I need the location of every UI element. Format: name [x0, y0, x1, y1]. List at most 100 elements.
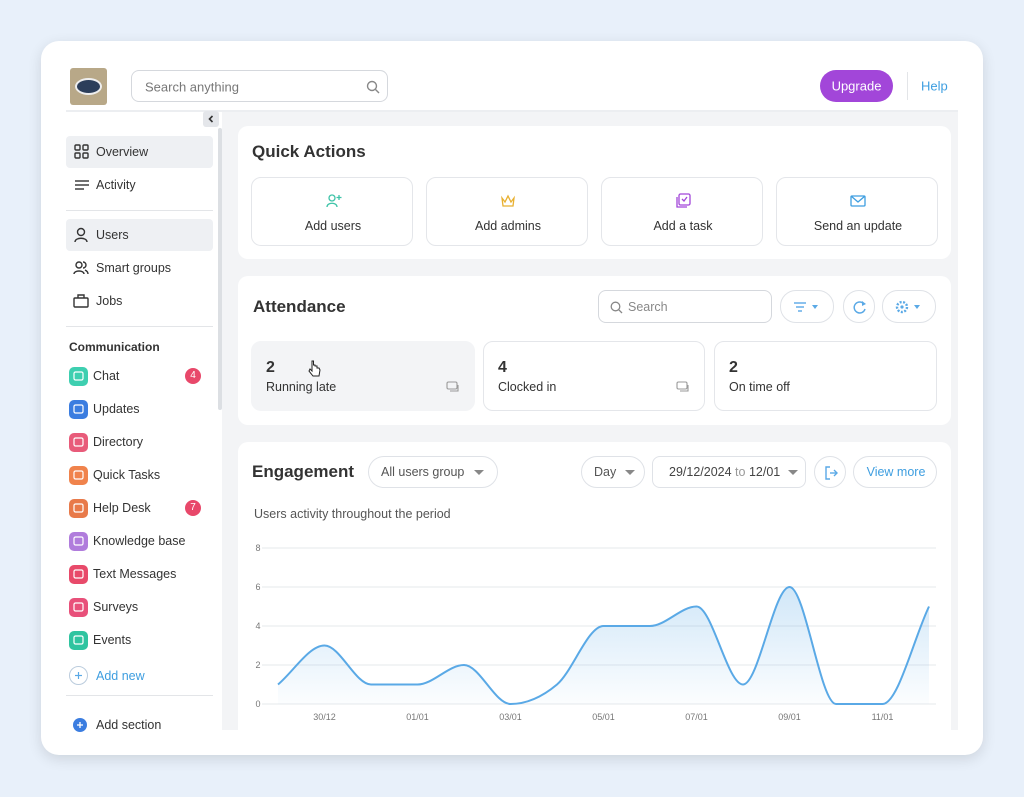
- app-icon: [69, 399, 88, 419]
- app-icon: [69, 630, 88, 650]
- mouse-cursor: [308, 360, 322, 378]
- export-button[interactable]: [814, 456, 846, 488]
- add-section[interactable]: Add section: [96, 718, 162, 732]
- quick-action-icon: [674, 192, 692, 210]
- stat-value: 2: [729, 359, 738, 376]
- quick-action[interactable]: Add users: [251, 177, 413, 246]
- chart-subtitle: Users activity throughout the period: [254, 507, 451, 521]
- add-new[interactable]: Add new: [96, 669, 145, 683]
- x-tick-label: 07/01: [685, 712, 708, 722]
- x-tick-label: 30/12: [313, 712, 336, 722]
- app-item[interactable]: Knowledge base: [93, 534, 186, 548]
- stat-box[interactable]: 2 On time off: [714, 341, 937, 411]
- app-item[interactable]: Text Messages: [93, 567, 177, 581]
- quick-action[interactable]: Send an update: [776, 177, 938, 246]
- header-border: [66, 110, 958, 112]
- quick-action[interactable]: Add admins: [426, 177, 588, 246]
- x-tick-label: 03/01: [499, 712, 522, 722]
- logo[interactable]: [70, 68, 107, 105]
- quick-action-icon: [849, 192, 867, 210]
- app-icon: [69, 465, 88, 485]
- nav-item[interactable]: Smart groups: [96, 261, 172, 275]
- section-title: Communication: [69, 340, 160, 354]
- app-icon: [69, 564, 88, 584]
- app-item[interactable]: Chat: [93, 369, 120, 383]
- nav-highlight: [66, 219, 213, 251]
- divider: [66, 695, 213, 696]
- refresh-button[interactable]: [843, 290, 875, 323]
- attendance-search[interactable]: Search: [598, 290, 772, 323]
- group-filter[interactable]: All users group: [368, 456, 498, 488]
- nav-icon: [73, 176, 91, 194]
- stat-box[interactable]: 4 Clocked in: [483, 341, 705, 411]
- stat-value: 4: [498, 359, 507, 376]
- stat-label: On time off: [729, 380, 790, 394]
- search-icon: [366, 80, 380, 94]
- x-tick-label: 11/01: [872, 712, 894, 722]
- y-tick-label: 4: [255, 621, 260, 631]
- app-icon: [69, 597, 88, 617]
- app-item[interactable]: Events: [93, 633, 132, 647]
- view-more-button[interactable]: View more: [853, 456, 937, 488]
- y-tick-label: 0: [255, 699, 260, 709]
- view-more-label: View more: [866, 465, 926, 479]
- period-select[interactable]: Day: [581, 456, 645, 488]
- collapse-button[interactable]: [203, 111, 219, 127]
- y-tick-label: 2: [255, 660, 260, 670]
- search-placeholder: Search anything: [145, 79, 239, 95]
- stat-label: Running late: [266, 380, 337, 394]
- help-link[interactable]: Help: [921, 78, 948, 94]
- search-placeholder: Search: [628, 300, 668, 314]
- app-item[interactable]: Help Desk: [93, 501, 151, 515]
- date-range[interactable]: 29/12/2024 to 12/01: [652, 456, 806, 488]
- settings-button[interactable]: [882, 290, 936, 323]
- app-icon: [69, 531, 88, 551]
- badge: 7: [185, 500, 201, 516]
- date-to-word: to: [735, 465, 746, 479]
- filter-button[interactable]: [780, 290, 834, 323]
- divider: [66, 210, 213, 211]
- x-tick-label: 01/01: [406, 712, 429, 722]
- quick-action-label: Send an update: [813, 219, 903, 233]
- app-item[interactable]: Surveys: [93, 600, 139, 614]
- app-item[interactable]: Updates: [93, 402, 140, 416]
- line: [277, 585, 930, 706]
- x-tick-label: 05/01: [592, 712, 615, 722]
- nav-icon: [72, 226, 90, 244]
- comment-icon: [446, 380, 460, 394]
- search-box[interactable]: Search anything: [131, 70, 388, 102]
- add-section-icon: [73, 718, 87, 732]
- y-tick-label: 8: [255, 543, 260, 553]
- scrollbar: [218, 128, 222, 410]
- area: [278, 587, 929, 704]
- app-icon: [69, 498, 88, 518]
- add-new-icon: [69, 666, 88, 685]
- quick-action-label: Add users: [304, 219, 362, 233]
- quick-action-icon: [324, 192, 342, 210]
- quick-action-label: Add admins: [474, 219, 541, 233]
- nav-icon: [72, 259, 90, 277]
- divider: [66, 326, 213, 327]
- upgrade-button[interactable]: Upgrade: [820, 70, 893, 102]
- app-icon: [69, 366, 88, 386]
- app-item[interactable]: Quick Tasks: [93, 468, 161, 482]
- divider: [907, 72, 908, 100]
- quick-actions-title: Quick Actions: [252, 142, 366, 161]
- quick-action[interactable]: Add a task: [601, 177, 763, 246]
- nav-item[interactable]: Activity: [96, 178, 136, 192]
- app-item[interactable]: Directory: [93, 435, 144, 449]
- group-filter-label: All users group: [381, 465, 465, 479]
- upgrade-label: Upgrade: [831, 78, 882, 94]
- date-from: 29/12/2024: [669, 465, 732, 479]
- nav-item[interactable]: Jobs: [96, 294, 123, 308]
- stat-value: 2: [266, 359, 275, 376]
- nav-item[interactable]: Users: [96, 228, 129, 242]
- y-tick-label: 6: [255, 582, 260, 592]
- app-icon: [69, 432, 88, 452]
- nav-item[interactable]: Overview: [96, 145, 149, 159]
- stat-box[interactable]: 2 Running late: [251, 341, 475, 411]
- date-to: 12/01: [748, 465, 781, 479]
- nav-highlight: [66, 136, 213, 168]
- stat-label: Clocked in: [498, 380, 557, 394]
